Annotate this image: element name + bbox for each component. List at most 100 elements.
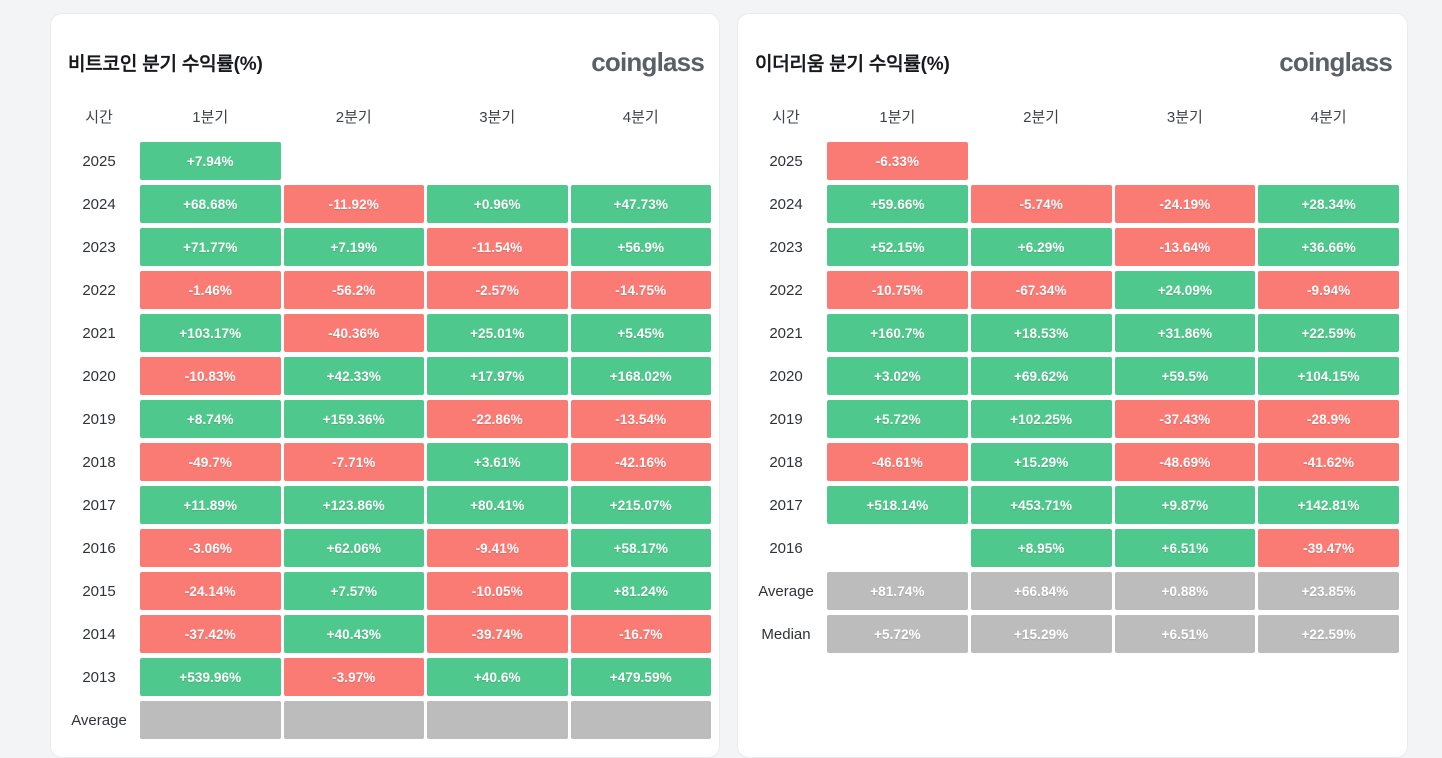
- return-cell: +160.7%: [827, 314, 968, 352]
- table-row: 2019 +5.72% +102.25% -37.43% -28.9%: [748, 400, 1399, 438]
- return-cell: -10.83%: [140, 357, 281, 395]
- return-cell: +453.71%: [970, 486, 1112, 524]
- return-cell: -5.74%: [970, 185, 1112, 223]
- card-header: 비트코인 분기 수익률(%) coinglass: [68, 44, 705, 80]
- row-label: 2019: [82, 410, 116, 428]
- table-column-headers: 시간 1분기 2분기 3분기 4분기: [748, 106, 1399, 126]
- return-cell: [570, 701, 711, 739]
- return-cell: -42.16%: [570, 443, 711, 481]
- return-cell: +71.77%: [140, 228, 281, 266]
- empty-cell: [284, 142, 425, 180]
- return-cell: +102.25%: [970, 400, 1112, 438]
- row-label: 2023: [82, 238, 116, 256]
- return-cell: +7.94%: [140, 142, 281, 180]
- return-cell: +3.61%: [427, 443, 568, 481]
- return-cell: +5.72%: [827, 615, 968, 653]
- return-cell: +28.34%: [1258, 185, 1399, 223]
- return-cell: +7.57%: [283, 572, 424, 610]
- column-header-time: 시간: [85, 109, 113, 126]
- row-label: 2021: [82, 324, 116, 342]
- return-cell: -13.64%: [1114, 228, 1256, 266]
- column-header-q2: 2분기: [335, 109, 372, 126]
- table-row: 2025 -6.33%: [748, 142, 1399, 180]
- return-cell: +40.6%: [427, 658, 568, 696]
- return-cell: [283, 701, 424, 739]
- return-cell: +81.24%: [570, 572, 711, 610]
- return-cell: +159.36%: [283, 400, 424, 438]
- return-cell: -39.74%: [427, 615, 568, 653]
- return-cell: +36.66%: [1258, 228, 1399, 266]
- table-row: 2014 -37.42% +40.43% -39.74% -16.7%: [61, 615, 711, 653]
- return-cell: +142.81%: [1258, 486, 1399, 524]
- return-cell: +31.86%: [1114, 314, 1256, 352]
- table-row: 2022 -10.75% -67.34% +24.09% -9.94%: [748, 271, 1399, 309]
- return-cell: +11.89%: [140, 486, 281, 524]
- return-cell: +59.66%: [827, 185, 968, 223]
- return-cell: -14.75%: [570, 271, 711, 309]
- row-label: 2019: [769, 410, 803, 428]
- row-label: 2016: [769, 539, 803, 557]
- return-cell: +24.09%: [1114, 271, 1256, 309]
- table-row: 2021 +103.17% -40.36% +25.01% +5.45%: [61, 314, 711, 352]
- table-row: 2022 -1.46% -56.2% -2.57% -14.75%: [61, 271, 711, 309]
- ethereum-quarterly-returns-card: 이더리움 분기 수익률(%) coinglass 시간 1분기 2분기 3분기 …: [737, 13, 1408, 758]
- return-cell: +47.73%: [570, 185, 711, 223]
- return-cell: +17.97%: [427, 357, 568, 395]
- return-cell: -41.62%: [1258, 443, 1399, 481]
- return-cell: -9.94%: [1258, 271, 1399, 309]
- return-cell: +40.43%: [283, 615, 424, 653]
- table-body: 2025 +7.94% 2024 +68.68% -11.92% +0.96% +47.73…: [61, 142, 711, 739]
- row-label: 2018: [769, 453, 803, 471]
- return-cell: +168.02%: [570, 357, 711, 395]
- return-cell: -40.36%: [283, 314, 424, 352]
- row-label: 2023: [769, 238, 803, 256]
- table-row: 2016 -3.06% +62.06% -9.41% +58.17%: [61, 529, 711, 567]
- empty-cell: [1258, 142, 1399, 180]
- return-cell: +6.29%: [970, 228, 1112, 266]
- row-label: Average: [71, 711, 127, 729]
- row-label: 2014: [82, 625, 116, 643]
- return-cell: +22.59%: [1258, 314, 1399, 352]
- return-cell: +3.02%: [827, 357, 968, 395]
- row-label: 2025: [769, 152, 803, 170]
- column-header-q2: 2분기: [1023, 109, 1060, 126]
- return-cell: +69.62%: [970, 357, 1112, 395]
- table-row: 2017 +11.89% +123.86% +80.41% +215.07%: [61, 486, 711, 524]
- table-column-headers: 시간 1분기 2분기 3분기 4분기: [61, 106, 711, 126]
- return-cell: +66.84%: [970, 572, 1112, 610]
- column-header-q1: 1분기: [879, 109, 916, 126]
- return-cell: +7.19%: [283, 228, 424, 266]
- return-cell: -10.75%: [827, 271, 968, 309]
- return-cell: -56.2%: [283, 271, 424, 309]
- row-label: 2024: [82, 195, 116, 213]
- table-row: 2024 +68.68% -11.92% +0.96% +47.73%: [61, 185, 711, 223]
- return-cell: -1.46%: [140, 271, 281, 309]
- column-header-q4: 4분기: [1310, 109, 1347, 126]
- row-label: 2017: [769, 496, 803, 514]
- return-cell: +103.17%: [140, 314, 281, 352]
- return-cell: -9.41%: [427, 529, 568, 567]
- row-label: Median: [761, 625, 811, 643]
- column-header-time: 시간: [772, 109, 800, 126]
- return-cell: +58.17%: [570, 529, 711, 567]
- return-cell: +518.14%: [827, 486, 968, 524]
- return-cell: -16.7%: [570, 615, 711, 653]
- table-row: Median +5.72% +15.29% +6.51% +22.59%: [748, 615, 1399, 653]
- return-cell: +123.86%: [283, 486, 424, 524]
- row-label: 2021: [769, 324, 803, 342]
- empty-cell: [971, 142, 1112, 180]
- return-cell: +0.96%: [427, 185, 568, 223]
- return-cell: -28.9%: [1258, 400, 1399, 438]
- return-cell: -37.42%: [140, 615, 281, 653]
- return-cell: +8.95%: [970, 529, 1112, 567]
- empty-cell: [827, 529, 968, 567]
- return-cell: -46.61%: [827, 443, 968, 481]
- return-cell: +479.59%: [570, 658, 711, 696]
- return-cell: -3.06%: [140, 529, 281, 567]
- column-header-q4: 4분기: [622, 109, 659, 126]
- table-row: 2023 +52.15% +6.29% -13.64% +36.66%: [748, 228, 1399, 266]
- page-title: 비트코인 분기 수익률(%): [68, 53, 263, 75]
- table-row: 2017 +518.14% +453.71% +9.87% +142.81%: [748, 486, 1399, 524]
- return-cell: +22.59%: [1258, 615, 1399, 653]
- table-body: 2025 -6.33% 2024 +59.66% -5.74% -24.19% +28.34…: [748, 142, 1399, 653]
